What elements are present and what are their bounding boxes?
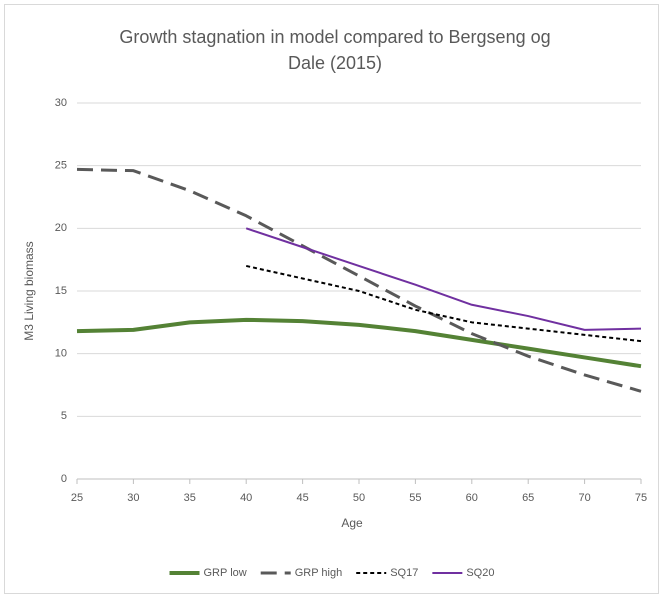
legend-label: SQ20 — [466, 567, 494, 579]
x-tick-label: 25 — [71, 492, 83, 504]
data-line — [245, 227, 642, 331]
data-line — [245, 264, 642, 343]
x-tick-label: 65 — [522, 492, 534, 504]
x-tick-label: 50 — [353, 492, 365, 504]
x-tick-label: 70 — [578, 492, 590, 504]
legend-label: GRP high — [295, 567, 343, 579]
y-tick-label: 15 — [55, 285, 67, 297]
x-tick-label: 60 — [466, 492, 478, 504]
x-tick-label: 55 — [409, 492, 421, 504]
y-tick-label: 25 — [55, 160, 67, 172]
legend-label: GRP low — [204, 567, 247, 579]
x-tick-label: 30 — [127, 492, 139, 504]
x-tick-label: 75 — [635, 492, 647, 504]
legend-label: SQ17 — [390, 567, 418, 579]
y-axis-label: M3 Living biomass — [22, 241, 36, 340]
chart-frame — [4, 4, 659, 594]
data-line — [76, 317, 642, 369]
x-tick-label: 35 — [184, 492, 196, 504]
x-tick-label: 45 — [296, 492, 308, 504]
y-tick-label: 10 — [55, 348, 67, 360]
y-tick-label: 5 — [61, 410, 67, 422]
x-axis-label: Age — [341, 516, 363, 530]
x-tick-label: 40 — [240, 492, 252, 504]
y-tick-label: 30 — [55, 97, 67, 109]
data-line — [76, 167, 642, 393]
y-tick-label: 0 — [61, 473, 67, 485]
chart-title: Growth stagnation in model compared to B… — [119, 27, 551, 73]
y-tick-label: 20 — [55, 222, 67, 234]
